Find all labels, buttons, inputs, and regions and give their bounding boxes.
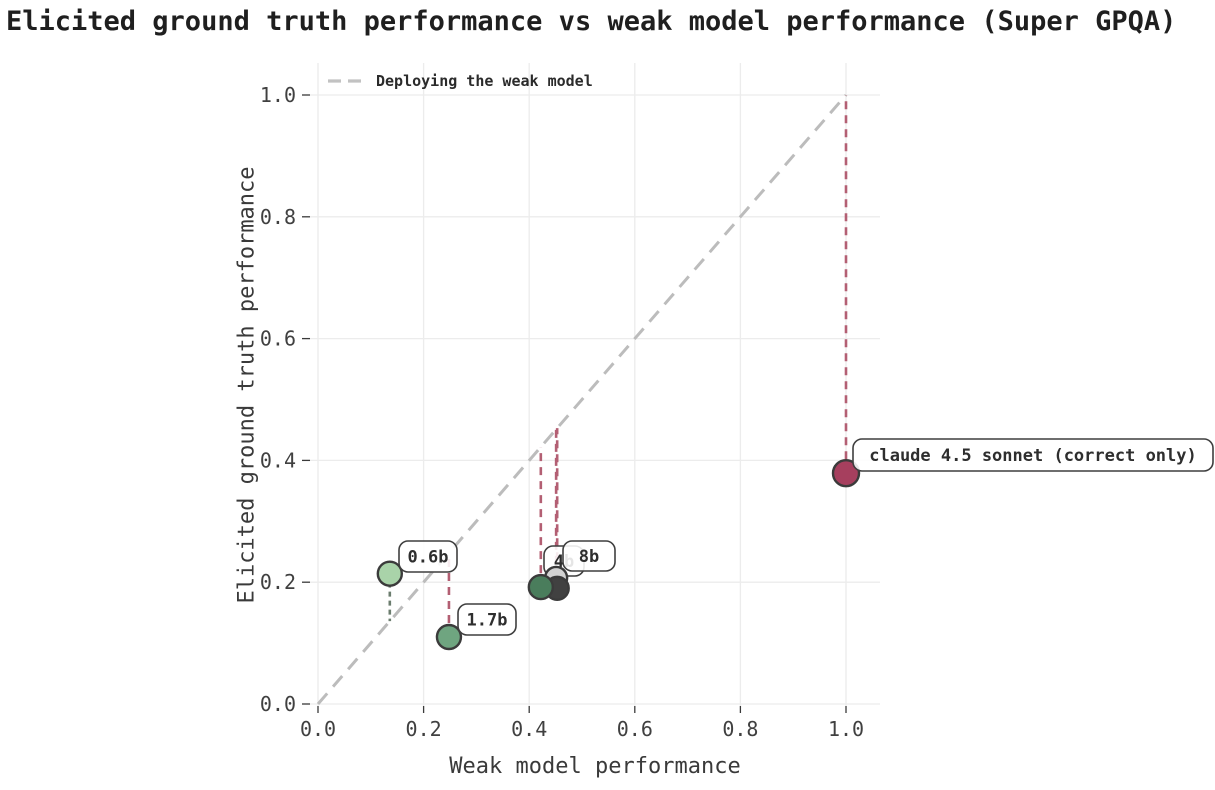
gridlines: [310, 63, 880, 706]
x-tick-label: 0.6: [617, 717, 653, 741]
legend-dash-icon: [328, 79, 364, 83]
x-tick-label: 0.2: [406, 717, 442, 741]
chart-title: Elicited ground truth performance vs wea…: [6, 6, 1177, 37]
label-text: claude 4.5 sonnet (correct only): [869, 446, 1197, 466]
label-box: [398, 540, 458, 573]
y-tick-label: 0.2: [260, 570, 296, 594]
label-text: 0.6b: [408, 548, 449, 568]
y-tick-label: 1.0: [260, 83, 296, 107]
label-box: [562, 540, 616, 572]
y-axis-title: Elicited ground truth performance: [234, 166, 260, 604]
y-tick-label: 0.4: [260, 448, 296, 472]
tick-marks: [302, 94, 847, 713]
point-claude: [831, 458, 861, 488]
legend-entry-label: Deploying the weak model: [376, 72, 593, 90]
point-1.7b: [435, 623, 463, 651]
x-tick-label: 1.0: [828, 717, 864, 741]
x-tick-label: 0.0: [300, 717, 336, 741]
label-8b: 8b: [562, 540, 616, 572]
x-axis-title: Weak model performance: [449, 754, 741, 779]
legend: Deploying the weak model: [327, 72, 593, 90]
label-text: 8b: [579, 547, 599, 567]
label-text: 1.7b: [467, 611, 508, 631]
tick-labels: 0.0 0.2 0.4 0.6 0.8 1.0 0.0 0.2 0.4 0.6 0.8 1.0: [260, 83, 864, 741]
y-tick-label: 0.6: [260, 327, 296, 351]
diagonal-reference-line: [316, 94, 848, 705]
label-1.7b: 1.7b: [457, 603, 517, 636]
label-claude: claude 4.5 sonnet (correct only): [852, 438, 1214, 472]
label-box: [457, 603, 517, 636]
y-tick-label: 0.0: [260, 692, 296, 716]
point-4b: [527, 573, 555, 601]
point-0.6b: [376, 560, 404, 587]
label-box: [852, 438, 1214, 472]
label-0.6b: 0.6b: [398, 540, 458, 573]
y-tick-label: 0.8: [260, 205, 296, 229]
x-tick-label: 0.8: [722, 717, 758, 741]
x-tick-label: 0.4: [511, 717, 547, 741]
